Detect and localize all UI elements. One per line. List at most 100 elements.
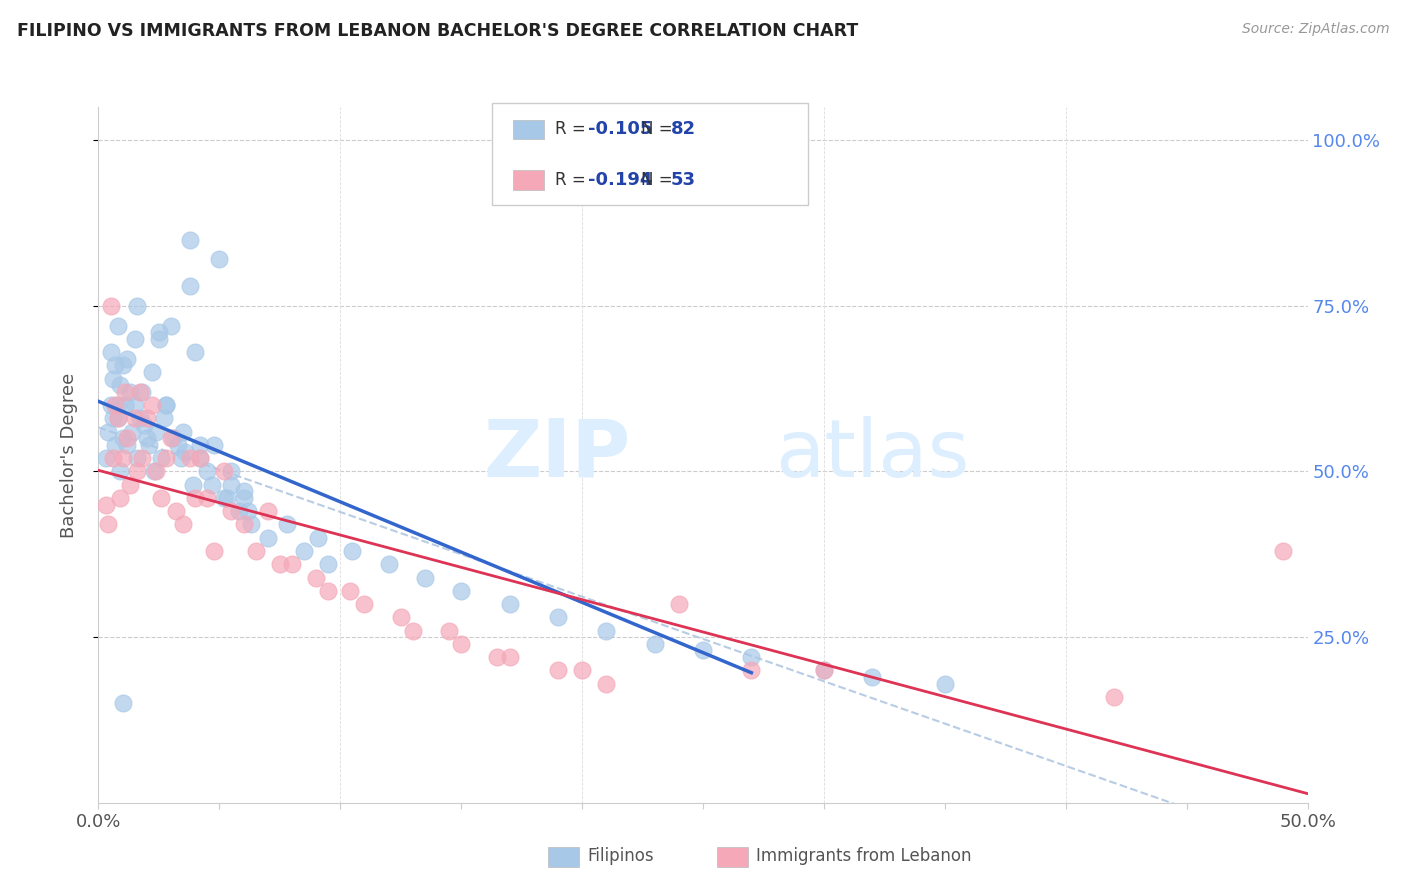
Point (644, 637, 666, 651)
Point (117, 351, 139, 366)
Point (221, 504, 243, 518)
Point (308, 531, 330, 545)
Point (437, 624, 460, 638)
Point (813, 663, 835, 677)
Point (128, 411, 150, 425)
Point (150, 491, 173, 505)
Point (595, 676, 617, 690)
Point (204, 544, 226, 558)
Text: -0.105: -0.105 (588, 120, 652, 138)
Point (215, 491, 238, 505)
Point (100, 398, 122, 412)
Point (188, 438, 211, 452)
Point (107, 411, 129, 425)
Point (212, 491, 235, 505)
Point (269, 558, 291, 572)
Text: atlas: atlas (776, 416, 970, 494)
Point (114, 398, 136, 412)
Point (117, 438, 139, 452)
Point (145, 465, 167, 479)
Point (141, 398, 163, 412)
Point (111, 431, 134, 445)
Point (1102, 690, 1125, 704)
Point (232, 491, 254, 505)
Point (228, 504, 250, 518)
Point (174, 444, 197, 458)
Point (104, 438, 127, 452)
Point (127, 465, 149, 479)
Point (450, 637, 472, 651)
Point (195, 465, 218, 479)
Point (160, 431, 183, 445)
Point (232, 517, 254, 532)
Point (97, 425, 120, 439)
Point (100, 299, 122, 313)
Point (316, 558, 339, 572)
Point (169, 451, 191, 466)
Text: ZIP: ZIP (484, 416, 630, 494)
Point (127, 299, 149, 313)
Point (121, 425, 143, 439)
Point (232, 484, 254, 499)
Point (316, 583, 339, 598)
Point (188, 451, 211, 466)
Point (138, 438, 160, 452)
Point (148, 332, 170, 346)
Point (148, 326, 170, 340)
Point (547, 663, 569, 677)
Point (111, 359, 134, 373)
Point (571, 663, 593, 677)
Point (143, 465, 166, 479)
Point (107, 318, 129, 333)
Text: N =: N = (641, 171, 678, 189)
Point (201, 477, 224, 491)
Text: -0.194: -0.194 (588, 171, 652, 189)
Point (204, 438, 226, 452)
Point (1272, 544, 1295, 558)
Point (181, 477, 204, 491)
Point (167, 438, 190, 452)
Text: 82: 82 (671, 120, 696, 138)
Point (353, 597, 375, 611)
Point (124, 411, 146, 425)
Point (160, 318, 183, 333)
Point (595, 624, 617, 638)
Point (107, 398, 129, 412)
Point (179, 451, 201, 466)
Point (208, 252, 231, 267)
Point (740, 663, 762, 677)
Point (134, 418, 156, 433)
Point (413, 570, 436, 584)
Point (402, 624, 425, 638)
Point (107, 411, 129, 425)
Point (221, 465, 243, 479)
Point (155, 398, 177, 412)
Point (108, 465, 131, 479)
Point (117, 431, 139, 445)
Point (94, 451, 117, 466)
Text: N =: N = (641, 120, 678, 138)
Point (450, 583, 472, 598)
Point (150, 451, 173, 466)
Point (97, 517, 120, 532)
Point (256, 531, 278, 545)
Point (172, 425, 194, 439)
Point (292, 544, 315, 558)
Point (135, 431, 157, 445)
Point (498, 650, 520, 665)
Point (172, 517, 194, 532)
Point (188, 451, 211, 466)
Point (162, 431, 184, 445)
Point (184, 491, 207, 505)
Point (124, 332, 146, 346)
Point (195, 491, 218, 505)
Point (305, 570, 328, 584)
Point (101, 411, 124, 425)
Point (547, 610, 569, 624)
Point (100, 345, 122, 359)
Point (498, 597, 520, 611)
Point (111, 451, 134, 466)
Point (104, 359, 127, 373)
Point (276, 517, 298, 532)
Point (108, 378, 131, 392)
